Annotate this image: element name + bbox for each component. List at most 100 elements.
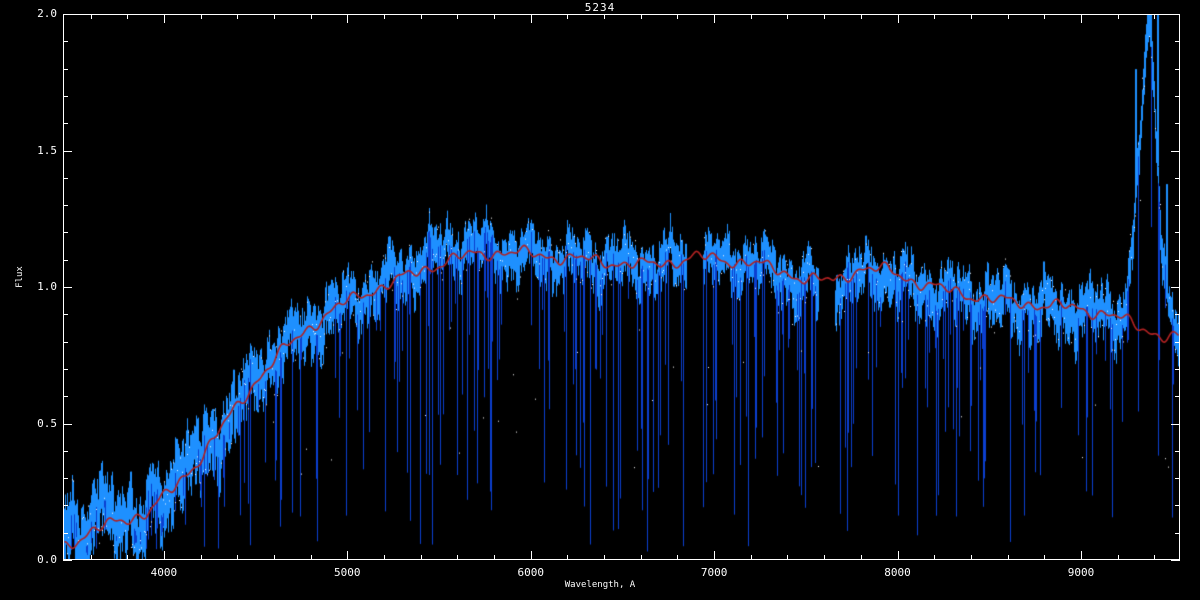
y-tick	[63, 95, 68, 97]
y-tick-label: 1.5	[37, 143, 57, 157]
x-tick-top	[237, 14, 239, 19]
y-tick	[63, 450, 68, 452]
x-tick-top	[604, 14, 606, 19]
y-tick-right	[1175, 259, 1180, 261]
x-tick	[127, 555, 129, 560]
x-tick-top	[347, 14, 349, 23]
x-tick	[1007, 555, 1009, 560]
y-tick-right	[1175, 177, 1180, 179]
y-tick-right	[1175, 505, 1180, 507]
y-tick	[63, 396, 68, 398]
y-tick-right	[1171, 287, 1180, 288]
y-tick	[63, 123, 68, 125]
y-tick-label: 0.5	[37, 416, 57, 430]
y-tick-right	[1175, 95, 1180, 97]
x-tick	[897, 551, 899, 560]
y-tick-right	[1171, 560, 1180, 561]
y-tick-right	[1175, 478, 1180, 480]
x-tick-label: 4000	[150, 566, 178, 579]
plot-area	[63, 14, 1180, 560]
x-tick	[970, 555, 972, 560]
x-tick	[750, 555, 752, 560]
x-tick-top	[677, 14, 679, 19]
x-tick	[677, 555, 679, 560]
y-tick-right	[1175, 123, 1180, 125]
y-tick-right	[1175, 41, 1180, 43]
y-tick	[63, 205, 68, 207]
x-tick-top	[1117, 14, 1119, 19]
x-tick-top	[640, 14, 642, 19]
y-tick	[63, 368, 68, 370]
y-tick	[63, 478, 68, 480]
y-tick-right	[1175, 205, 1180, 207]
y-tick-right	[1175, 450, 1180, 452]
page-title: 5234	[584, 1, 616, 14]
x-tick-top	[824, 14, 826, 19]
x-tick-top	[970, 14, 972, 19]
y-axis-label: Flux	[15, 266, 25, 288]
x-tick	[310, 555, 312, 560]
x-tick	[824, 555, 826, 560]
y-tick-right	[1175, 368, 1180, 370]
x-tick	[1117, 555, 1119, 560]
y-tick-right	[1175, 68, 1180, 70]
x-tick-top	[750, 14, 752, 19]
x-tick-top	[457, 14, 459, 19]
x-tick-top	[897, 14, 899, 23]
y-tick-label: 1.0	[37, 280, 57, 293]
x-tick-top	[860, 14, 862, 19]
y-tick	[63, 41, 68, 43]
y-tick-right	[1171, 423, 1180, 425]
x-tick	[200, 555, 202, 560]
x-tick	[530, 551, 532, 560]
y-tick-right	[1175, 532, 1180, 534]
x-tick	[163, 551, 165, 560]
x-tick-top	[273, 14, 275, 19]
y-tick	[63, 423, 72, 425]
x-tick-top	[163, 14, 165, 23]
x-tick-top	[127, 14, 129, 19]
y-tick	[63, 14, 72, 15]
x-tick	[567, 555, 569, 560]
x-tick-top	[1007, 14, 1009, 19]
y-tick-label: 2.0	[37, 7, 57, 20]
x-tick	[640, 555, 642, 560]
x-tick	[860, 555, 862, 560]
x-tick-top	[90, 14, 92, 19]
x-tick	[787, 555, 789, 560]
x-tick-label: 5000	[334, 566, 361, 579]
x-tick	[1080, 551, 1082, 560]
x-tick	[420, 555, 422, 560]
x-tick	[494, 555, 496, 560]
y-tick-right	[1175, 396, 1180, 398]
x-axis-label: Wavelength, A	[564, 580, 636, 590]
x-tick-label: 8000	[884, 566, 911, 579]
x-tick-top	[530, 14, 532, 23]
y-tick	[63, 505, 68, 507]
x-tick	[1044, 555, 1046, 560]
y-tick	[63, 287, 72, 288]
y-tick	[63, 314, 68, 316]
x-tick-top	[200, 14, 202, 19]
x-tick	[604, 555, 606, 560]
y-tick	[63, 68, 68, 70]
x-tick	[347, 551, 349, 560]
y-tick	[63, 150, 72, 152]
x-tick	[714, 551, 716, 560]
y-tick	[63, 232, 68, 234]
y-tick-right	[1175, 341, 1180, 343]
x-tick-label: 7000	[700, 566, 728, 579]
spectrum-canvas	[64, 15, 1179, 559]
x-tick	[457, 555, 459, 560]
x-tick	[237, 555, 239, 560]
y-tick	[63, 560, 72, 561]
y-tick-right	[1175, 314, 1180, 316]
y-tick	[63, 177, 68, 179]
x-tick	[1154, 555, 1156, 560]
x-tick-top	[934, 14, 936, 19]
x-tick-top	[714, 14, 716, 23]
y-tick-label: 0.0	[37, 553, 57, 566]
y-tick-right	[1171, 150, 1180, 152]
x-tick-top	[310, 14, 312, 19]
